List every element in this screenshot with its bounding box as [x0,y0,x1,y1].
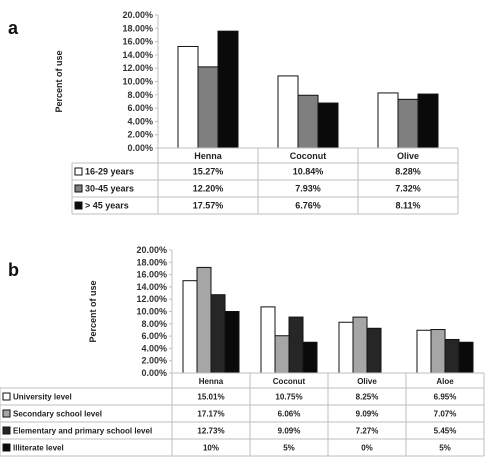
table-cell-b-aloe-secondary-school-level: 7.07% [434,410,457,419]
table-cell-a-coconut-16-29-years: 10.84% [293,167,324,177]
y-tick-label-a-1: 2.00% [127,130,153,140]
bar-a-henna-16-29-years [177,45,199,149]
table-cell-b-aloe-elementary-and-primary-school-level: 5.45% [434,427,457,436]
table-cell-b-henna-university-level: 15.01% [197,393,224,402]
legend-swatch-b-illiterate-level [2,443,11,452]
panel-label-a: a [8,18,19,38]
table-cell-b-henna-secondary-school-level: 17.17% [197,410,224,419]
category-label-a-coconut: Coconut [290,151,327,161]
bar-b-aloe-university-level [416,329,432,374]
bar-b-henna-secondary-school-level [196,266,212,374]
table-cell-b-coconut-elementary-and-primary-school-level: 9.09% [278,427,301,436]
y-tick-label-b-8: 16.00% [136,270,167,280]
legend-label-b-elementary-and-primary-school-level: Elementary and primary school level [13,427,152,436]
y-axis-title-a: Percent of use [54,50,64,112]
category-label-a-olive: Olive [397,151,419,161]
table-cell-b-coconut-university-level: 10.75% [275,393,302,402]
legend-label-a-30-45-years: 30-45 years [85,184,134,194]
legend-swatch-b-university-level [2,392,11,401]
y-tick-label-a-0: 0.00% [127,143,153,153]
table-cell-b-olive-secondary-school-level: 9.09% [356,410,379,419]
legend-label-b-university-level: University level [13,393,72,402]
y-tick-label-b-2: 4.00% [141,343,167,353]
table-cell-b-olive-university-level: 8.25% [356,393,379,402]
y-tick-label-b-6: 12.00% [136,294,167,304]
y-tick-label-b-4: 8.00% [141,319,167,329]
bar-a-olive-16-29-years [377,92,399,149]
y-tick-label-a-2: 4.00% [127,116,153,126]
y-tick-label-b-3: 6.00% [141,331,167,341]
y-tick-label-b-1: 2.00% [141,356,167,366]
table-cell-a-olive-16-29-years: 8.28% [395,167,421,177]
legend-swatch-a-16-29-years [74,167,83,176]
bar-a-henna-45-years [217,30,239,149]
chart-a-svg: 0.00% 2.00% 4.00% 6.00% 8.00% 10.00% 12.00% 14.… [54,10,459,215]
bar-b-henna-illiterate-level [224,311,240,374]
bar-a-coconut-45-years [317,102,339,149]
bar-b-aloe-illiterate-level [458,341,474,374]
bar-a-coconut-16-29-years [277,75,299,149]
category-label-b-coconut: Coconut [273,377,306,386]
table-cell-b-coconut-secondary-school-level: 6.06% [278,410,301,419]
bar-a-olive-45-years [417,93,439,149]
legend-swatch-a-30-45-years [74,184,83,193]
bar-b-henna-elementary-and-primary-school-level [210,294,226,374]
table-cell-a-coconut-45-years: 6.76% [295,201,321,211]
bar-a-henna-30-45-years [197,66,219,149]
y-tick-label-a-3: 6.00% [127,103,153,113]
bar-b-coconut-university-level [260,306,276,374]
y-tick-label-b-10: 20.00% [136,245,167,255]
table-cell-b-henna-elementary-and-primary-school-level: 12.73% [197,427,224,436]
bar-b-olive-secondary-school-level [352,316,368,374]
category-label-a-henna: Henna [194,151,223,161]
y-axis-title-b: Percent of use [88,280,98,342]
y-tick-label-b-9: 18.00% [136,257,167,267]
table-cell-a-henna-16-29-years: 15.27% [193,167,224,177]
category-label-b-olive: Olive [357,377,377,386]
y-tick-label-a-5: 10.00% [122,77,153,87]
y-tick-label-b-0: 0.00% [141,368,167,378]
bar-b-henna-university-level [182,280,198,374]
legend-swatch-b-elementary-and-primary-school-level [2,426,11,435]
bar-b-coconut-secondary-school-level [274,335,290,374]
legend-label-b-secondary-school-level: Secondary school level [13,410,102,419]
bar-b-coconut-elementary-and-primary-school-level [288,316,304,374]
table-cell-b-aloe-university-level: 6.95% [434,393,457,402]
table-cell-a-henna-30-45-years: 12.20% [193,184,224,194]
bar-a-coconut-30-45-years [297,94,319,149]
legend-label-a-16-29-years: 16-29 years [85,167,134,177]
table-cell-b-olive-illiterate-level: 0% [361,444,373,453]
panel-label-b: b [8,260,19,280]
chart-b-svg: 0.00% 2.00% 4.00% 6.00% 8.00% 10.00% 12.00% 14.… [0,245,485,457]
category-label-b-aloe: Aloe [436,377,454,386]
table-cell-a-henna-45-years: 17.57% [193,201,224,211]
legend-swatch-b-secondary-school-level [2,409,11,418]
y-tick-label-b-7: 14.00% [136,282,167,292]
category-label-b-henna: Henna [199,377,224,386]
bar-b-aloe-secondary-school-level [430,329,446,374]
y-tick-label-a-10: 20.00% [122,10,153,20]
table-cell-a-olive-45-years: 8.11% [395,201,420,211]
y-tick-label-a-9: 18.00% [122,23,153,33]
y-tick-label-a-4: 8.00% [127,90,153,100]
table-cell-b-aloe-illiterate-level: 5% [439,444,451,453]
table-cell-a-olive-30-45-years: 7.32% [395,184,421,194]
bar-b-aloe-elementary-and-primary-school-level [444,338,460,374]
y-tick-label-a-6: 12.00% [122,63,153,73]
y-tick-label-b-5: 10.00% [136,307,167,317]
table-cell-b-coconut-illiterate-level: 5% [283,444,295,453]
table-cell-a-coconut-30-45-years: 7.93% [295,184,321,194]
table-cell-b-olive-elementary-and-primary-school-level: 7.27% [356,427,379,436]
legend-label-b-illiterate-level: Illiterate level [13,444,64,453]
legend-swatch-a-45-years [74,201,83,210]
y-tick-label-a-7: 14.00% [122,50,153,60]
bar-a-olive-30-45-years [397,98,419,149]
bar-b-coconut-illiterate-level [302,341,318,374]
y-tick-label-a-8: 16.00% [122,37,153,47]
bar-b-olive-elementary-and-primary-school-level [366,327,382,374]
legend-label-a-45-years: > 45 years [85,201,129,211]
table-cell-b-henna-illiterate-level: 10% [203,444,219,453]
bar-b-olive-university-level [338,321,354,374]
